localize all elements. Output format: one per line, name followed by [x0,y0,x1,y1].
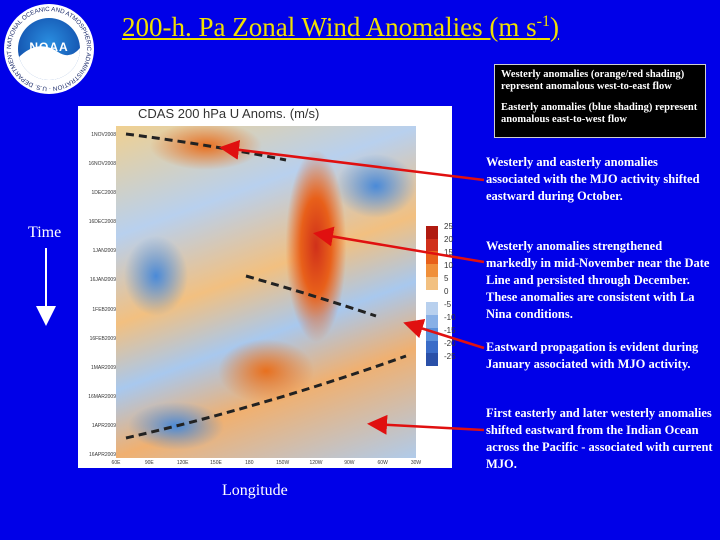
longitude-tick: 60W [377,460,388,466]
noaa-logo: NATIONAL OCEANIC AND ATMOSPHERIC ADMINIS… [4,4,94,94]
legend-westerly: Westerly anomalies (orange/red shading) … [501,69,685,92]
date-label: 1JAN2009 [92,248,116,255]
longitude-tick: 120E [176,460,189,466]
date-label: 16JAN2009 [89,277,116,284]
longitude-tick: 180 [245,460,254,466]
longitude-tick: 30W [410,460,422,466]
colorbar-value: 0 [444,287,449,296]
longitude-axis: 60E 90E 120E 150E 180 150W 120W 90W 60W 30W [112,460,422,468]
note-october: Westerly and easterly anomalies associat… [486,155,700,203]
logo-emblem: NOAA [18,18,80,80]
note-current-mjo: First easterly and later westerly anomal… [486,406,713,471]
date-label: 1DEC2008 [91,190,116,197]
colorbar-value: 5 [444,274,449,283]
mjo-trend-lines [125,132,407,440]
colorbar-value: -25 [444,352,456,361]
title-superscript: -1 [536,13,550,30]
colorbar-value: 15 [444,248,453,257]
colorbar-value: -20 [444,339,456,348]
anomaly-shading [116,126,416,458]
date-label: 16MAR2009 [88,393,116,400]
colorbar-value: -5 [444,300,452,309]
longitude-tick: 150E [210,460,222,466]
title-close: ) [549,12,559,42]
date-label: 16FEB2009 [89,335,116,342]
date-label: 1FEB2009 [92,306,116,313]
longitude-tick: 90W [344,460,355,466]
colorbar-swatch [426,264,438,277]
date-label: 1MAR2009 [90,364,116,371]
date-label: 16NOV2008 [88,161,116,168]
longitude-tick: 150W [276,460,290,466]
colorbar-swatch [426,289,438,303]
date-label: 16DEC2008 [88,219,116,226]
colorbar-swatch [426,302,438,316]
colorbar-value: 20 [444,235,453,244]
date-label: 1NOV2008 [91,132,116,138]
map-title: CDAS 200 hPa U Anoms. (m/s) [138,106,320,121]
legend-box: Westerly anomalies (orange/red shading) … [494,64,706,138]
longitude-label: Longitude [222,482,288,499]
date-label: 1APR2009 [91,422,116,429]
colorbar-swatch [426,353,438,367]
longitude-tick: 120W [309,460,323,466]
longitude-tick: 60E [111,460,121,466]
colorbar-value: 25 [444,222,453,231]
colorbar-labels: 25 20 15 10 5 0 -5 -10 -15 -20 -25 [430,222,456,372]
page-title: 200-h. Pa Zonal Wind Anomalies (m s-1) [122,12,559,43]
colorbar-swatch [426,276,438,290]
title-main: 200-h. Pa Zonal Wind Anomalies (m s [122,12,537,42]
colorbar-value: -10 [444,313,456,322]
colorbar-value: -15 [444,326,456,335]
time-label: Time [28,224,62,241]
hovmoller-map: CDAS 200 hPa U Anoms. (m/s) 1NOV2008 16NO… [78,106,456,468]
logo-text: NOAA [29,40,69,54]
bird-icon [18,46,80,80]
legend-easterly: Easterly anomalies (blue shading) repres… [501,102,698,125]
note-november: Westerly anomalies strengthened markedly… [486,239,710,321]
longitude-tick: 90E [144,460,154,466]
note-january: Eastward propagation is evident during J… [486,340,699,371]
date-axis: 1NOV2008 16NOV2008 1DEC2008 16DEC2008 1JAN20… [78,126,116,458]
date-label: 16APR2009 [89,452,116,458]
colorbar-value: 10 [444,261,453,270]
